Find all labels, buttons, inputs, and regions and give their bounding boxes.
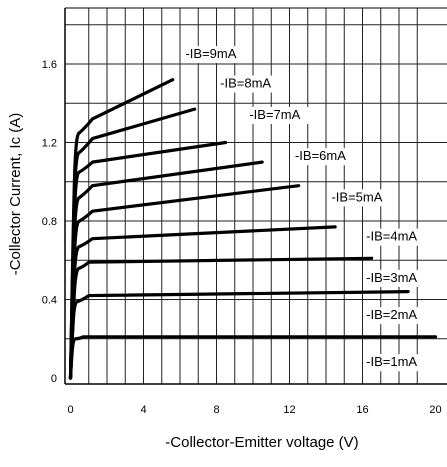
label-background bbox=[363, 269, 430, 287]
y-axis-label: -Collector Current, Ic (A) bbox=[7, 113, 24, 276]
ib-curve bbox=[68, 78, 175, 380]
label-background bbox=[291, 148, 358, 166]
y-tick-label: 0 bbox=[51, 373, 57, 385]
label-background bbox=[246, 106, 313, 124]
label-background bbox=[363, 228, 430, 246]
x-axis-label: -Collector-Emitter voltage (V) bbox=[165, 434, 358, 451]
x-tick-label: 12 bbox=[283, 404, 295, 416]
ib-curve bbox=[68, 290, 410, 380]
curve-label: -IB=6mA bbox=[295, 148, 346, 163]
label-background bbox=[217, 75, 284, 93]
x-tick-label: 16 bbox=[356, 404, 368, 416]
x-tick-label: 20 bbox=[429, 404, 441, 416]
tick-labels: 0 4 8 12 16 20 0 0.4 0.8 1.2 1.6 bbox=[42, 59, 442, 416]
axes bbox=[64, 7, 447, 385]
y-tick-label: 0.4 bbox=[42, 295, 57, 307]
x-tick-label: 8 bbox=[213, 404, 219, 416]
y-tick-label: 1.6 bbox=[42, 59, 57, 71]
curve-label: -IB=8mA bbox=[220, 76, 271, 91]
y-tick-label: 1.2 bbox=[42, 138, 57, 150]
y-tick-label: 0.8 bbox=[42, 216, 57, 228]
curve-label: -IB=1mA bbox=[366, 354, 417, 369]
grid bbox=[65, 8, 447, 384]
x-tick-label: 0 bbox=[67, 404, 73, 416]
ib-curve bbox=[68, 184, 301, 380]
label-background bbox=[328, 189, 395, 207]
curves bbox=[68, 78, 438, 380]
label-background bbox=[182, 46, 249, 64]
curve-labels: -IB=9mA -IB=8mA -IB=7mA -IB=6mA -IB=5mA -IB=4… bbox=[182, 46, 430, 372]
ib-curve bbox=[68, 225, 337, 380]
label-background bbox=[363, 307, 430, 325]
label-background bbox=[363, 354, 430, 372]
curve-label: -IB=3mA bbox=[366, 270, 417, 285]
curve-label: -IB=4mA bbox=[366, 229, 417, 244]
x-tick-label: 4 bbox=[140, 404, 146, 416]
curve-label: -IB=9mA bbox=[185, 46, 236, 61]
curve-label: -IB=7mA bbox=[249, 107, 300, 122]
curve-label: -IB=2mA bbox=[366, 307, 417, 322]
curve-label: -IB=5mA bbox=[331, 189, 382, 204]
